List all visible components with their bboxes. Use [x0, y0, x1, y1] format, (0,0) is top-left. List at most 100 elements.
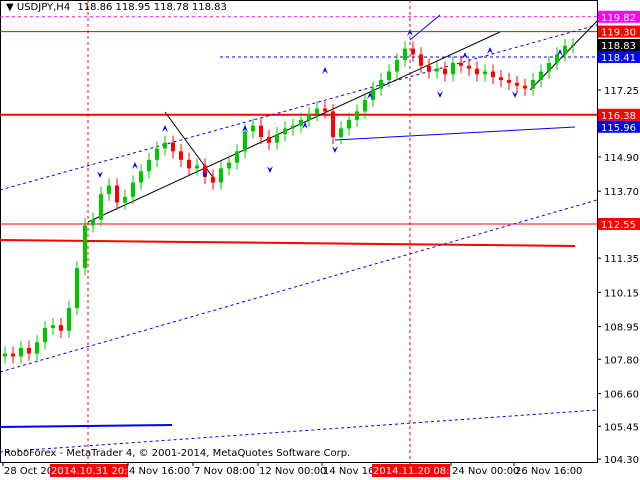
- candle: [219, 161, 223, 190]
- candle-body: [51, 325, 55, 328]
- x-tick-label: 12 Nov 00:00: [259, 466, 326, 477]
- candle: [171, 135, 175, 159]
- candle-body: [267, 137, 271, 143]
- fractal-arrow-icon: [162, 125, 168, 132]
- candle-body: [443, 68, 447, 75]
- candle: [411, 41, 415, 62]
- candle: [483, 64, 487, 82]
- candle-body: [123, 196, 127, 203]
- price-label-bg: [598, 10, 640, 23]
- fractal-arrow-icon: [462, 52, 468, 59]
- price-label-bg: [598, 120, 640, 133]
- candle-body: [315, 108, 319, 115]
- y-tick-label: 108.95: [604, 323, 639, 334]
- fractal-arrow-icon: [437, 91, 443, 98]
- fractal-arrow-icon: [332, 146, 338, 153]
- candle-body: [11, 353, 15, 357]
- candle-body: [179, 151, 183, 160]
- candle: [291, 118, 295, 136]
- candle: [243, 124, 247, 159]
- price-label: 116.38: [601, 111, 636, 122]
- candle-body: [571, 44, 575, 46]
- candle-body: [171, 142, 175, 152]
- candle-body: [507, 80, 511, 83]
- copyright-text: RoboForex - MetaTrader 4, © 2001-2014, M…: [4, 448, 351, 459]
- price-label-bg: [598, 108, 640, 121]
- candle-body: [355, 111, 359, 120]
- candle: [259, 118, 263, 145]
- fractal-arrow-icon: [322, 67, 328, 74]
- candle: [395, 52, 399, 79]
- fractal-arrow-icon: [242, 125, 248, 132]
- y-tick-label: 106.60: [604, 390, 639, 401]
- chart-header: ▼ USDJPY,H4 118.86 118.95 118.78 118.83: [6, 2, 227, 13]
- candle-body: [347, 119, 351, 129]
- candle-body: [19, 347, 23, 357]
- candle: [323, 101, 327, 119]
- candle-body: [139, 171, 143, 183]
- candle-body: [467, 65, 471, 69]
- plot-frame: [0, 0, 598, 463]
- candle: [427, 58, 431, 79]
- fractal-arrow-icon: [512, 91, 518, 98]
- candle: [443, 61, 447, 82]
- candle: [35, 335, 39, 361]
- candle: [363, 92, 367, 119]
- time-label-bg: [50, 464, 128, 477]
- y-tick-label: 107.80: [604, 355, 639, 366]
- candle-body: [371, 88, 375, 100]
- candle: [43, 320, 47, 350]
- y-tick-label: 105.45: [604, 422, 639, 433]
- candle-body: [387, 71, 391, 81]
- candle: [139, 164, 143, 190]
- candle-body: [555, 54, 559, 63]
- price-label: 119.82: [601, 13, 636, 24]
- candle: [523, 78, 527, 96]
- candle-body: [515, 82, 519, 86]
- candle-body: [531, 80, 535, 89]
- price-label-bg: [598, 38, 640, 51]
- candle-body: [67, 308, 71, 331]
- resistance-trend-line: [0, 239, 576, 247]
- candle-body: [307, 114, 311, 120]
- candle-body: [539, 71, 543, 81]
- candle: [195, 158, 199, 176]
- candle: [387, 64, 391, 88]
- candle: [227, 155, 231, 176]
- time-label-bg: [372, 464, 450, 477]
- candle-body: [283, 128, 287, 135]
- candle: [539, 64, 543, 88]
- candle-body: [43, 327, 47, 343]
- fractal-arrow-icon: [132, 162, 138, 169]
- candle: [379, 72, 383, 96]
- candle-body: [235, 151, 239, 163]
- candle: [435, 61, 439, 79]
- candle: [571, 37, 575, 53]
- candle: [371, 81, 375, 108]
- candle: [475, 61, 479, 82]
- candle-body: [99, 194, 103, 220]
- candle: [211, 169, 215, 190]
- candle-body: [227, 162, 231, 169]
- candle: [235, 144, 239, 170]
- candle: [499, 70, 503, 88]
- fractal-arrow-icon: [97, 171, 103, 178]
- candle-body: [147, 159, 151, 172]
- candle-body: [419, 54, 423, 66]
- candle-body: [59, 325, 63, 331]
- candle: [51, 318, 55, 336]
- candle-body: [187, 159, 191, 169]
- candle-body: [211, 176, 215, 183]
- candle: [283, 121, 287, 142]
- price-label: 119.30: [601, 28, 636, 39]
- candle: [555, 47, 559, 71]
- channel-bottom-line: [0, 409, 598, 453]
- candle: [315, 101, 319, 122]
- candle: [491, 64, 495, 85]
- dropdown-triangle-icon[interactable]: ▼: [6, 2, 14, 13]
- candle-body: [491, 71, 495, 78]
- x-tick-label: 24 Nov 00:00: [452, 466, 519, 477]
- candle-body: [475, 68, 479, 75]
- candle: [267, 129, 271, 150]
